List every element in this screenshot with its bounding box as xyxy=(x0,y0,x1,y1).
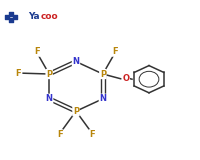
Point xyxy=(9,18,13,21)
Text: coo: coo xyxy=(41,12,59,21)
Text: F: F xyxy=(34,47,40,56)
Text: P: P xyxy=(100,69,106,79)
Text: F: F xyxy=(15,69,21,78)
Text: F: F xyxy=(112,47,118,56)
Text: N: N xyxy=(99,94,106,103)
Text: P: P xyxy=(46,69,52,79)
Text: P: P xyxy=(73,107,79,116)
Text: Ya: Ya xyxy=(28,12,40,21)
Text: F: F xyxy=(57,130,63,139)
Text: N: N xyxy=(72,57,80,66)
Text: O: O xyxy=(122,74,129,83)
Text: F: F xyxy=(89,130,95,139)
Point xyxy=(6,16,9,18)
Point xyxy=(13,16,16,18)
Point xyxy=(9,13,13,15)
Text: N: N xyxy=(46,94,53,103)
